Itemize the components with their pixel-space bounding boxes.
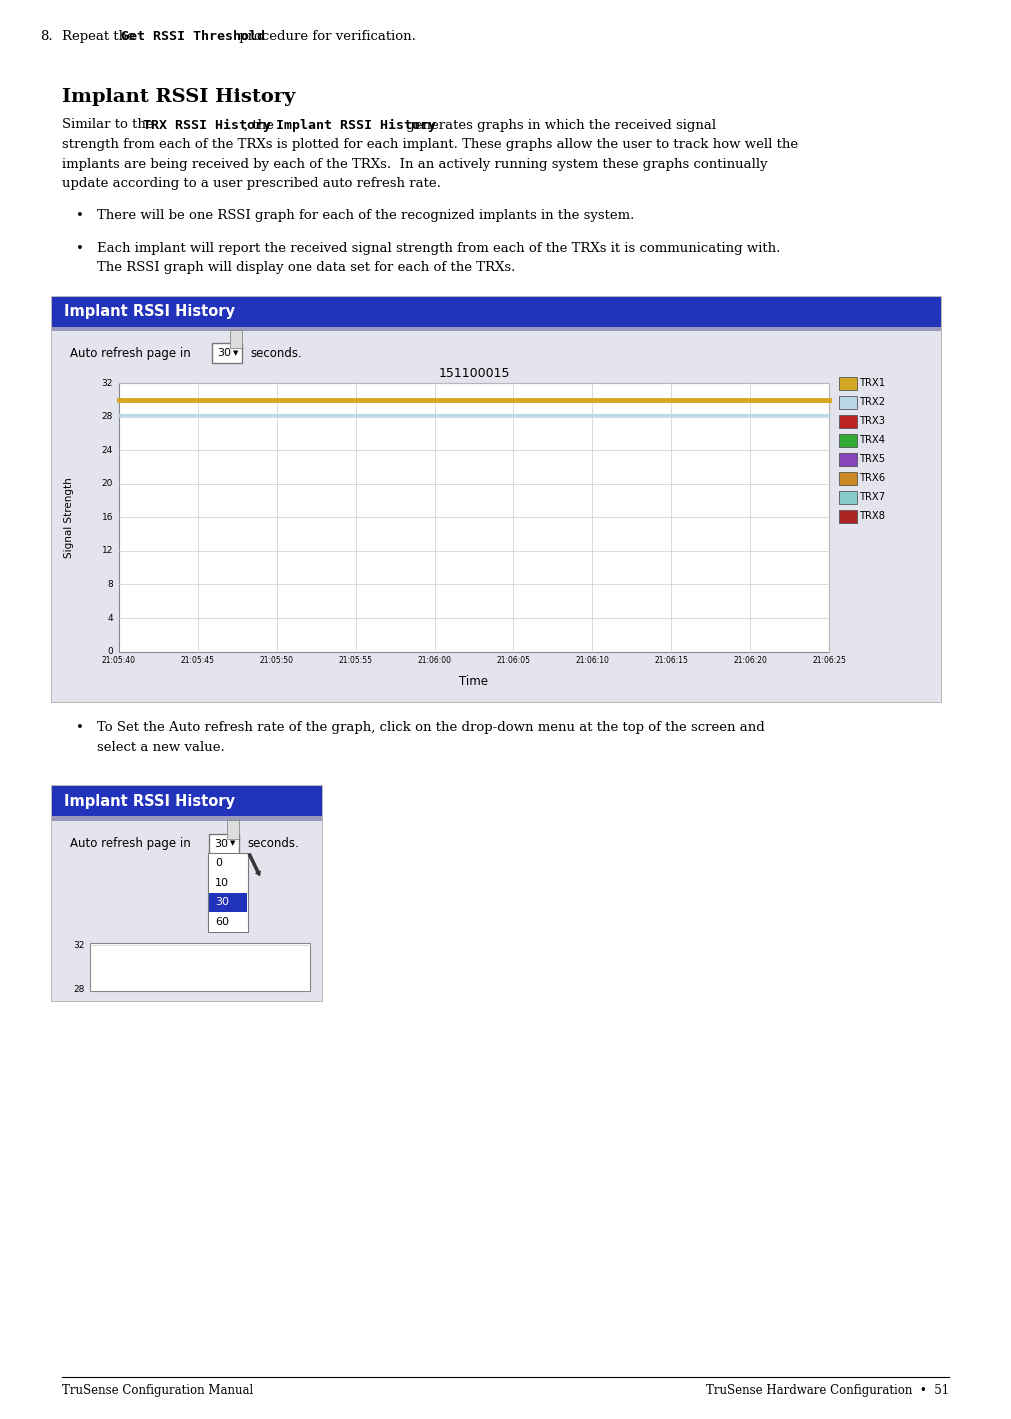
Text: Auto refresh page in: Auto refresh page in xyxy=(70,837,191,850)
Text: 0: 0 xyxy=(107,647,113,656)
Text: To Set the Auto refresh rate of the graph, click on the drop-down menu at the to: To Set the Auto refresh rate of the grap… xyxy=(97,721,764,734)
Text: ▼: ▼ xyxy=(229,840,236,847)
FancyBboxPatch shape xyxy=(52,297,941,326)
FancyBboxPatch shape xyxy=(839,414,856,427)
Text: Time: Time xyxy=(460,675,488,688)
FancyBboxPatch shape xyxy=(839,509,856,522)
Text: 10: 10 xyxy=(215,878,229,888)
Text: 21:06:05: 21:06:05 xyxy=(496,656,531,664)
FancyBboxPatch shape xyxy=(839,376,856,390)
Text: Each implant will report the received signal strength from each of the TRXs it i: Each implant will report the received si… xyxy=(97,243,780,255)
Text: •: • xyxy=(76,210,84,223)
Text: , the: , the xyxy=(244,119,278,132)
Text: 24: 24 xyxy=(102,446,113,454)
FancyBboxPatch shape xyxy=(209,893,247,912)
Text: generates graphs in which the received signal: generates graphs in which the received s… xyxy=(402,119,717,132)
Text: 30: 30 xyxy=(217,348,231,358)
Text: 28: 28 xyxy=(74,985,85,993)
Text: 21:05:50: 21:05:50 xyxy=(260,656,294,664)
Text: 60: 60 xyxy=(215,917,229,927)
FancyBboxPatch shape xyxy=(209,912,247,932)
FancyBboxPatch shape xyxy=(209,873,247,893)
Text: 30: 30 xyxy=(215,897,229,907)
Text: TRX2: TRX2 xyxy=(859,397,885,407)
Text: Repeat the: Repeat the xyxy=(62,30,140,43)
FancyBboxPatch shape xyxy=(839,491,856,504)
Text: strength from each of the TRXs is plotted for each implant. These graphs allow t: strength from each of the TRXs is plotte… xyxy=(62,138,798,150)
Text: 21:06:00: 21:06:00 xyxy=(418,656,452,664)
Text: 21:05:40: 21:05:40 xyxy=(102,656,136,664)
Text: TRX5: TRX5 xyxy=(859,454,885,464)
FancyBboxPatch shape xyxy=(839,396,856,409)
Text: Implant RSSI History: Implant RSSI History xyxy=(64,793,235,809)
FancyBboxPatch shape xyxy=(209,854,247,873)
FancyBboxPatch shape xyxy=(212,343,242,363)
FancyBboxPatch shape xyxy=(52,820,321,1000)
FancyBboxPatch shape xyxy=(839,471,856,485)
Text: 4: 4 xyxy=(107,613,113,623)
Text: 32: 32 xyxy=(74,941,85,949)
Text: 28: 28 xyxy=(102,412,113,421)
FancyBboxPatch shape xyxy=(52,297,941,701)
Text: Similar to the: Similar to the xyxy=(62,119,158,132)
Text: 0: 0 xyxy=(215,858,222,868)
Text: 21:06:10: 21:06:10 xyxy=(575,656,610,664)
Text: seconds.: seconds. xyxy=(250,346,301,359)
FancyBboxPatch shape xyxy=(52,331,941,701)
FancyBboxPatch shape xyxy=(52,786,321,1000)
Text: Implant RSSI History: Implant RSSI History xyxy=(62,88,295,106)
FancyBboxPatch shape xyxy=(52,326,941,331)
Text: Get RSSI Threshold: Get RSSI Threshold xyxy=(121,30,266,43)
FancyBboxPatch shape xyxy=(231,329,242,348)
FancyBboxPatch shape xyxy=(839,453,856,465)
Text: 21:05:45: 21:05:45 xyxy=(181,656,215,664)
Text: 21:06:20: 21:06:20 xyxy=(733,656,767,664)
Text: TRX RSSI History: TRX RSSI History xyxy=(143,119,271,132)
Text: implants are being received by each of the TRXs.  In an actively running system : implants are being received by each of t… xyxy=(62,158,767,170)
Text: TRX3: TRX3 xyxy=(859,416,885,426)
FancyBboxPatch shape xyxy=(839,434,856,447)
Text: 12: 12 xyxy=(102,546,113,555)
Text: procedure for verification.: procedure for verification. xyxy=(235,30,416,43)
Text: •: • xyxy=(76,243,84,255)
Text: ▼: ▼ xyxy=(233,350,239,356)
Text: There will be one RSSI graph for each of the recognized implants in the system.: There will be one RSSI graph for each of… xyxy=(97,210,634,223)
Text: TRX7: TRX7 xyxy=(859,492,885,502)
Text: 151100015: 151100015 xyxy=(438,366,510,380)
Text: The RSSI graph will display one data set for each of the TRXs.: The RSSI graph will display one data set… xyxy=(97,261,516,274)
Text: Implant RSSI History: Implant RSSI History xyxy=(64,304,235,319)
Text: select a new value.: select a new value. xyxy=(97,741,224,753)
Text: 8.: 8. xyxy=(40,30,53,43)
Text: 20: 20 xyxy=(102,480,113,488)
Text: 30: 30 xyxy=(214,839,228,849)
Text: Auto refresh page in: Auto refresh page in xyxy=(70,346,191,359)
Text: TruSense Hardware Configuration  •  51: TruSense Hardware Configuration • 51 xyxy=(706,1384,949,1396)
FancyBboxPatch shape xyxy=(227,820,239,839)
FancyBboxPatch shape xyxy=(90,944,310,990)
FancyBboxPatch shape xyxy=(52,816,321,820)
Text: 8: 8 xyxy=(107,580,113,589)
Text: TRX4: TRX4 xyxy=(859,436,885,446)
Text: TRX6: TRX6 xyxy=(859,473,885,482)
Text: 21:06:25: 21:06:25 xyxy=(812,656,846,664)
FancyBboxPatch shape xyxy=(208,853,248,932)
FancyBboxPatch shape xyxy=(52,786,321,816)
Text: •: • xyxy=(76,721,84,734)
Text: 21:05:55: 21:05:55 xyxy=(339,656,373,664)
Text: Signal Strength: Signal Strength xyxy=(64,477,74,558)
FancyBboxPatch shape xyxy=(209,833,239,854)
Text: 21:06:15: 21:06:15 xyxy=(654,656,688,664)
FancyBboxPatch shape xyxy=(119,383,829,651)
Text: TRX1: TRX1 xyxy=(859,377,885,389)
Text: update according to a user prescribed auto refresh rate.: update according to a user prescribed au… xyxy=(62,177,441,190)
Text: seconds.: seconds. xyxy=(247,837,298,850)
Text: TruSense Configuration Manual: TruSense Configuration Manual xyxy=(62,1384,253,1396)
Text: 16: 16 xyxy=(101,512,113,522)
Text: Implant RSSI History: Implant RSSI History xyxy=(276,119,436,132)
Text: TRX8: TRX8 xyxy=(859,511,885,521)
Text: 32: 32 xyxy=(102,379,113,387)
